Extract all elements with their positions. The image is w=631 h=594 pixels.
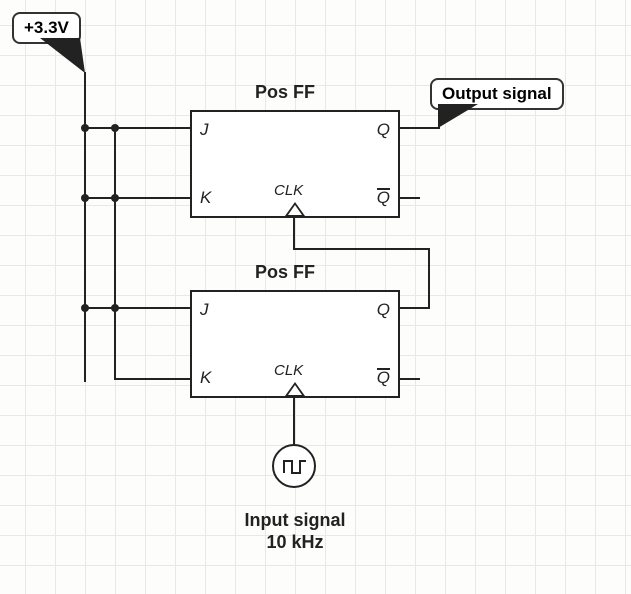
ff1-pin-k: K (200, 188, 211, 208)
ff2-pin-qbar: Q (377, 368, 390, 388)
voltage-callout-tail (40, 38, 90, 78)
voltage-label: +3.3V (24, 18, 69, 37)
ff2-clk-triangle (285, 382, 305, 396)
ff1-pin-q: Q (377, 120, 390, 140)
node-bus-split-k (111, 194, 119, 202)
ff2-pin-q: Q (377, 300, 390, 320)
wire-ff1-k (84, 197, 190, 199)
ff1-title: Pos FF (255, 82, 315, 103)
wire-ff1-q-out (400, 127, 440, 129)
output-label: Output signal (442, 84, 552, 103)
wire-ff2-clk (293, 398, 295, 446)
signal-source (272, 444, 316, 488)
input-line2: 10 kHz (195, 532, 395, 554)
bus-3v3 (84, 72, 86, 382)
circuit-canvas: +3.3V Output signal Pos FF J K CLK Q Q P… (0, 0, 631, 594)
node-ff1-j (81, 124, 89, 132)
ff2-title: Pos FF (255, 262, 315, 283)
wire-ff2-k (114, 378, 190, 380)
node-ff1-k (81, 194, 89, 202)
node-ff2-j2 (111, 304, 119, 312)
wire-ff2-q-h (400, 307, 430, 309)
square-wave-icon (274, 446, 314, 486)
wire-ff2-q-v (428, 248, 430, 309)
ff2-pin-clk: CLK (274, 362, 303, 379)
wire-ff2-j (84, 307, 190, 309)
wire-ff1-clk-in (293, 218, 295, 250)
wire-ff2-q-h2 (293, 248, 430, 250)
wire-ff2-qbar-stub (400, 378, 420, 380)
node-bus-split-top (111, 124, 119, 132)
wire-ff1-qbar-stub (400, 197, 420, 199)
node-ff2-j (81, 304, 89, 312)
bus-ff2 (114, 127, 116, 380)
output-callout-tail (438, 104, 498, 134)
ff1-clk-triangle (285, 202, 305, 216)
input-line1: Input signal (195, 510, 395, 532)
ff2-pin-k: K (200, 368, 211, 388)
ff1-pin-clk: CLK (274, 182, 303, 199)
ff2-box: J K CLK Q Q (190, 290, 400, 398)
ff1-pin-qbar: Q (377, 188, 390, 208)
ff2-pin-j: J (200, 300, 209, 320)
wire-ff1-j (84, 127, 190, 129)
ff1-pin-j: J (200, 120, 209, 140)
ff1-box: J K CLK Q Q (190, 110, 400, 218)
input-label: Input signal 10 kHz (195, 510, 395, 553)
